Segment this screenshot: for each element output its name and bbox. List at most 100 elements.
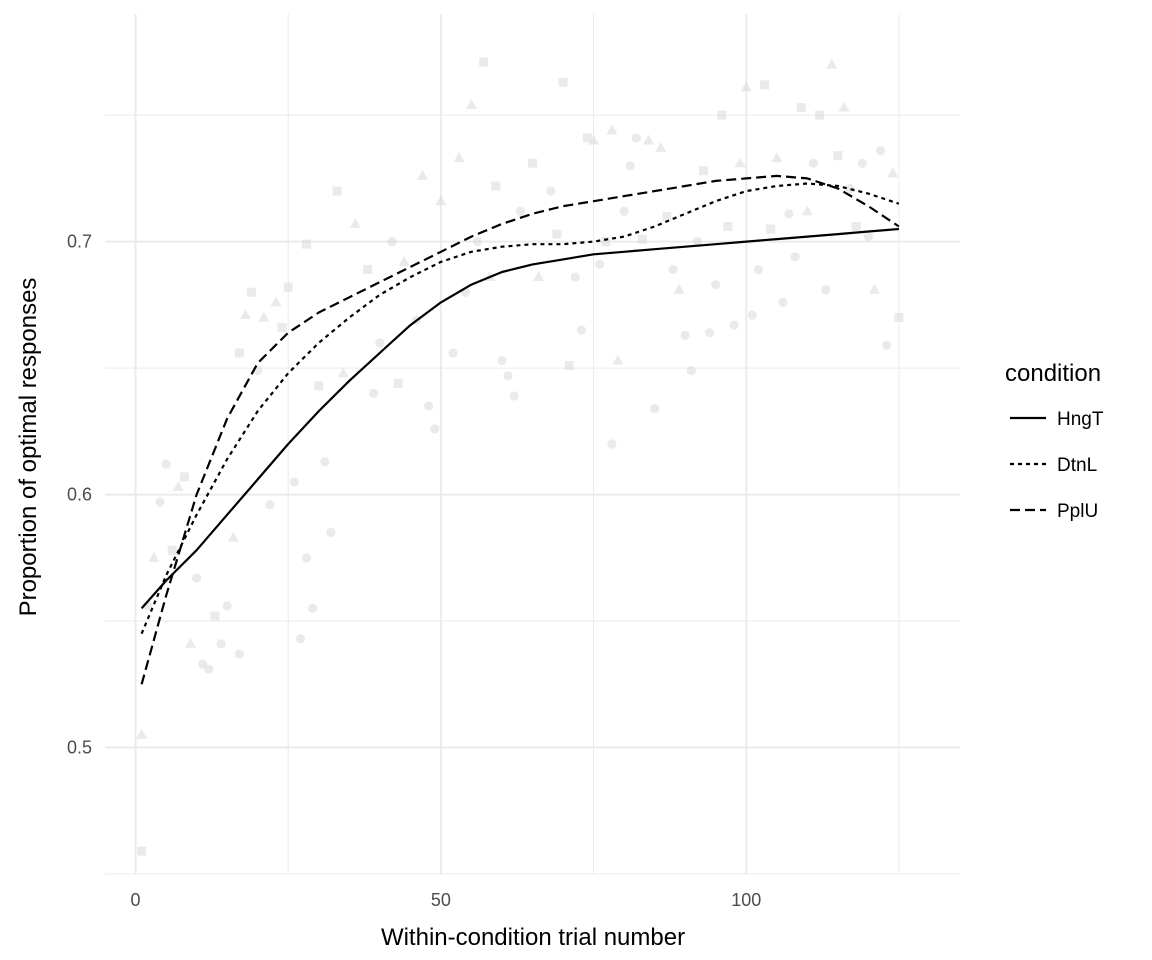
data-point [398, 255, 410, 266]
x-tick-label: 100 [731, 890, 761, 910]
data-point [277, 323, 287, 333]
data-point [784, 209, 794, 219]
data-point [876, 145, 886, 156]
data-point [204, 664, 214, 674]
data-point [179, 472, 189, 482]
data-point [198, 659, 208, 669]
data-point [607, 439, 617, 449]
data-point [270, 296, 282, 307]
data-point [497, 355, 507, 366]
data-point [833, 151, 843, 161]
data-point [778, 297, 788, 307]
x-tick-label: 0 [131, 890, 141, 910]
data-point [552, 229, 562, 239]
data-point [826, 58, 838, 69]
data-point [734, 157, 746, 168]
data-point [851, 221, 861, 231]
data-point [491, 181, 501, 191]
data-point [686, 366, 696, 376]
data-point [576, 325, 586, 335]
data-point [894, 313, 904, 323]
data-point [564, 361, 574, 371]
data-point [417, 169, 429, 180]
data-point [705, 328, 715, 338]
data-point [247, 287, 257, 297]
data-point [845, 183, 855, 194]
data-point [265, 500, 275, 510]
data-point [258, 311, 270, 322]
y-tick-label: 0.6 [67, 485, 92, 505]
data-point [546, 186, 556, 196]
data-point [295, 634, 306, 644]
data-point [887, 167, 899, 178]
data-point [239, 309, 251, 319]
y-tick-label: 0.5 [67, 738, 92, 758]
data-point [711, 280, 721, 290]
scatter-points [136, 57, 904, 856]
data-point [637, 234, 647, 244]
data-point [655, 142, 667, 153]
data-point [167, 545, 177, 555]
data-point [796, 103, 806, 113]
data-point [283, 282, 293, 292]
data-point [472, 237, 483, 247]
axis-ticks: 0 50 100 0.5 0.6 0.7 [67, 232, 761, 910]
data-point [662, 211, 672, 221]
data-point [801, 205, 813, 216]
data-point [387, 237, 397, 247]
data-point [314, 381, 324, 391]
data-point [185, 637, 196, 648]
legend-title: condition [1005, 360, 1101, 387]
data-point [650, 403, 660, 414]
data-point [533, 271, 545, 282]
data-point [808, 158, 819, 168]
grid-lines [105, 14, 960, 875]
data-point [631, 133, 641, 143]
data-point [369, 388, 379, 399]
data-point [668, 264, 678, 275]
data-point [448, 348, 458, 358]
data-point [692, 237, 702, 247]
data-point [210, 611, 220, 621]
data-point [588, 134, 600, 145]
data-point [612, 354, 624, 365]
y-axis-title: Proportion of optimal responses [15, 278, 42, 617]
data-point [771, 152, 783, 163]
data-point [869, 283, 880, 294]
data-point [857, 158, 867, 168]
data-point [453, 152, 465, 163]
data-point [430, 424, 440, 434]
data-point [424, 401, 434, 411]
legend-label: HngT [1057, 409, 1104, 430]
data-point [227, 531, 239, 542]
data-point [136, 728, 148, 739]
data-point [606, 124, 618, 135]
data-point [509, 391, 519, 401]
data-point [570, 272, 580, 282]
data-point [680, 330, 690, 340]
data-point [863, 231, 873, 242]
y-tick-label: 0.7 [67, 232, 92, 252]
data-point [528, 158, 537, 168]
data-point [375, 338, 385, 348]
data-point [723, 221, 733, 231]
data-point [155, 497, 165, 507]
data-point [717, 110, 727, 120]
legend-label: PplU [1057, 501, 1098, 522]
data-point [216, 639, 226, 649]
data-point [673, 283, 685, 294]
data-point [619, 206, 629, 216]
data-point [601, 237, 611, 247]
series-line-pplu [140, 174, 900, 685]
data-point [234, 348, 244, 358]
data-point [625, 161, 635, 171]
data-point [558, 77, 568, 87]
data-point [815, 110, 825, 120]
data-point [326, 527, 336, 538]
data-point [393, 378, 403, 388]
x-axis-title: Within-condition trial number [381, 924, 685, 951]
legend-label: DtnL [1057, 455, 1097, 476]
data-point [699, 166, 708, 176]
data-point [753, 264, 764, 275]
data-point [435, 195, 447, 206]
